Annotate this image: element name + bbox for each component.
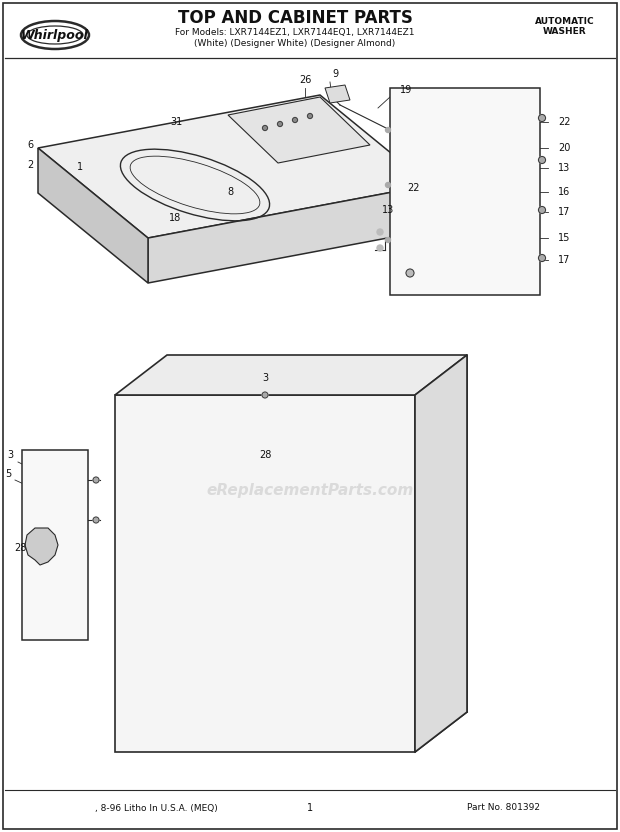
Text: 5: 5 (5, 469, 11, 479)
Text: 18: 18 (169, 213, 181, 223)
Text: 31: 31 (170, 117, 182, 127)
Text: 3: 3 (262, 373, 268, 383)
Circle shape (293, 117, 298, 122)
Text: 6: 6 (27, 140, 33, 150)
Text: 22: 22 (407, 183, 420, 193)
Text: Part No. 801392: Part No. 801392 (467, 804, 540, 813)
Text: 16: 16 (558, 187, 570, 197)
Circle shape (93, 517, 99, 523)
Circle shape (539, 115, 546, 121)
Text: 13: 13 (382, 205, 394, 215)
Text: WASHER: WASHER (543, 27, 587, 37)
Polygon shape (38, 95, 430, 238)
Polygon shape (22, 450, 88, 640)
Circle shape (262, 392, 268, 398)
Text: Whirlpool: Whirlpool (21, 28, 89, 42)
Polygon shape (38, 148, 148, 283)
Polygon shape (325, 85, 350, 103)
Circle shape (262, 126, 267, 131)
Circle shape (539, 255, 546, 261)
Circle shape (93, 477, 99, 483)
Text: 1: 1 (307, 803, 313, 813)
Text: (White) (Designer White) (Designer Almond): (White) (Designer White) (Designer Almon… (195, 39, 396, 48)
Circle shape (406, 269, 414, 277)
Text: 9: 9 (332, 69, 338, 79)
Text: 28: 28 (14, 543, 26, 553)
Circle shape (539, 206, 546, 214)
Text: AUTOMATIC: AUTOMATIC (535, 17, 595, 27)
Circle shape (386, 237, 391, 242)
Polygon shape (115, 395, 415, 752)
Text: 13: 13 (558, 163, 570, 173)
Text: eReplacementParts.com: eReplacementParts.com (206, 483, 414, 498)
Circle shape (386, 182, 391, 187)
Text: TOP AND CABINET PARTS: TOP AND CABINET PARTS (177, 9, 412, 27)
Text: 20: 20 (558, 143, 570, 153)
Text: 1: 1 (77, 162, 83, 172)
Circle shape (539, 156, 546, 164)
Text: 2: 2 (27, 160, 33, 170)
Text: 17: 17 (558, 255, 570, 265)
Polygon shape (148, 185, 430, 283)
Text: 28: 28 (259, 450, 271, 460)
Polygon shape (25, 528, 58, 565)
Text: 22: 22 (558, 117, 570, 127)
Text: , 8-96 Litho In U.S.A. (MEQ): , 8-96 Litho In U.S.A. (MEQ) (95, 804, 218, 813)
Circle shape (308, 113, 312, 118)
Polygon shape (228, 97, 370, 163)
Polygon shape (415, 355, 467, 752)
Circle shape (377, 229, 383, 235)
Circle shape (386, 127, 391, 132)
Polygon shape (115, 355, 467, 395)
Text: 17: 17 (558, 207, 570, 217)
Text: 26: 26 (299, 75, 311, 85)
Circle shape (377, 245, 383, 251)
Polygon shape (390, 88, 540, 295)
Circle shape (278, 121, 283, 126)
Text: 19: 19 (400, 85, 412, 95)
Text: 8: 8 (227, 187, 233, 197)
Text: For Models: LXR7144EZ1, LXR7144EQ1, LXR7144EZ1: For Models: LXR7144EZ1, LXR7144EQ1, LXR7… (175, 28, 415, 37)
Text: 3: 3 (7, 450, 13, 460)
Text: 15: 15 (558, 233, 570, 243)
